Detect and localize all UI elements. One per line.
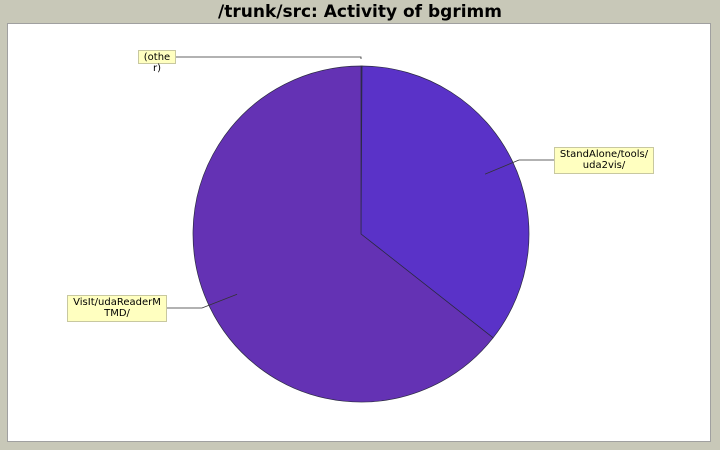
- leader-line: [176, 56, 362, 59]
- leader-line: [167, 293, 238, 309]
- plot-area: (other) StandAlone/tools/uda2vis/ VisIt/…: [7, 23, 711, 442]
- slice-label-other: (other): [138, 50, 176, 74]
- pie-slice-standalone-tools: [360, 65, 530, 339]
- pie-slice-visit-udareader: [192, 65, 494, 403]
- pie-chart: [167, 56, 554, 403]
- chart-title: /trunk/src: Activity of bgrimm: [218, 2, 502, 22]
- slice-label-visit-udareader: VisIt/udaReaderMTMD/: [67, 295, 167, 322]
- leader-line: [484, 159, 554, 175]
- slice-label-standalone-tools: StandAlone/tools/uda2vis/: [554, 147, 654, 174]
